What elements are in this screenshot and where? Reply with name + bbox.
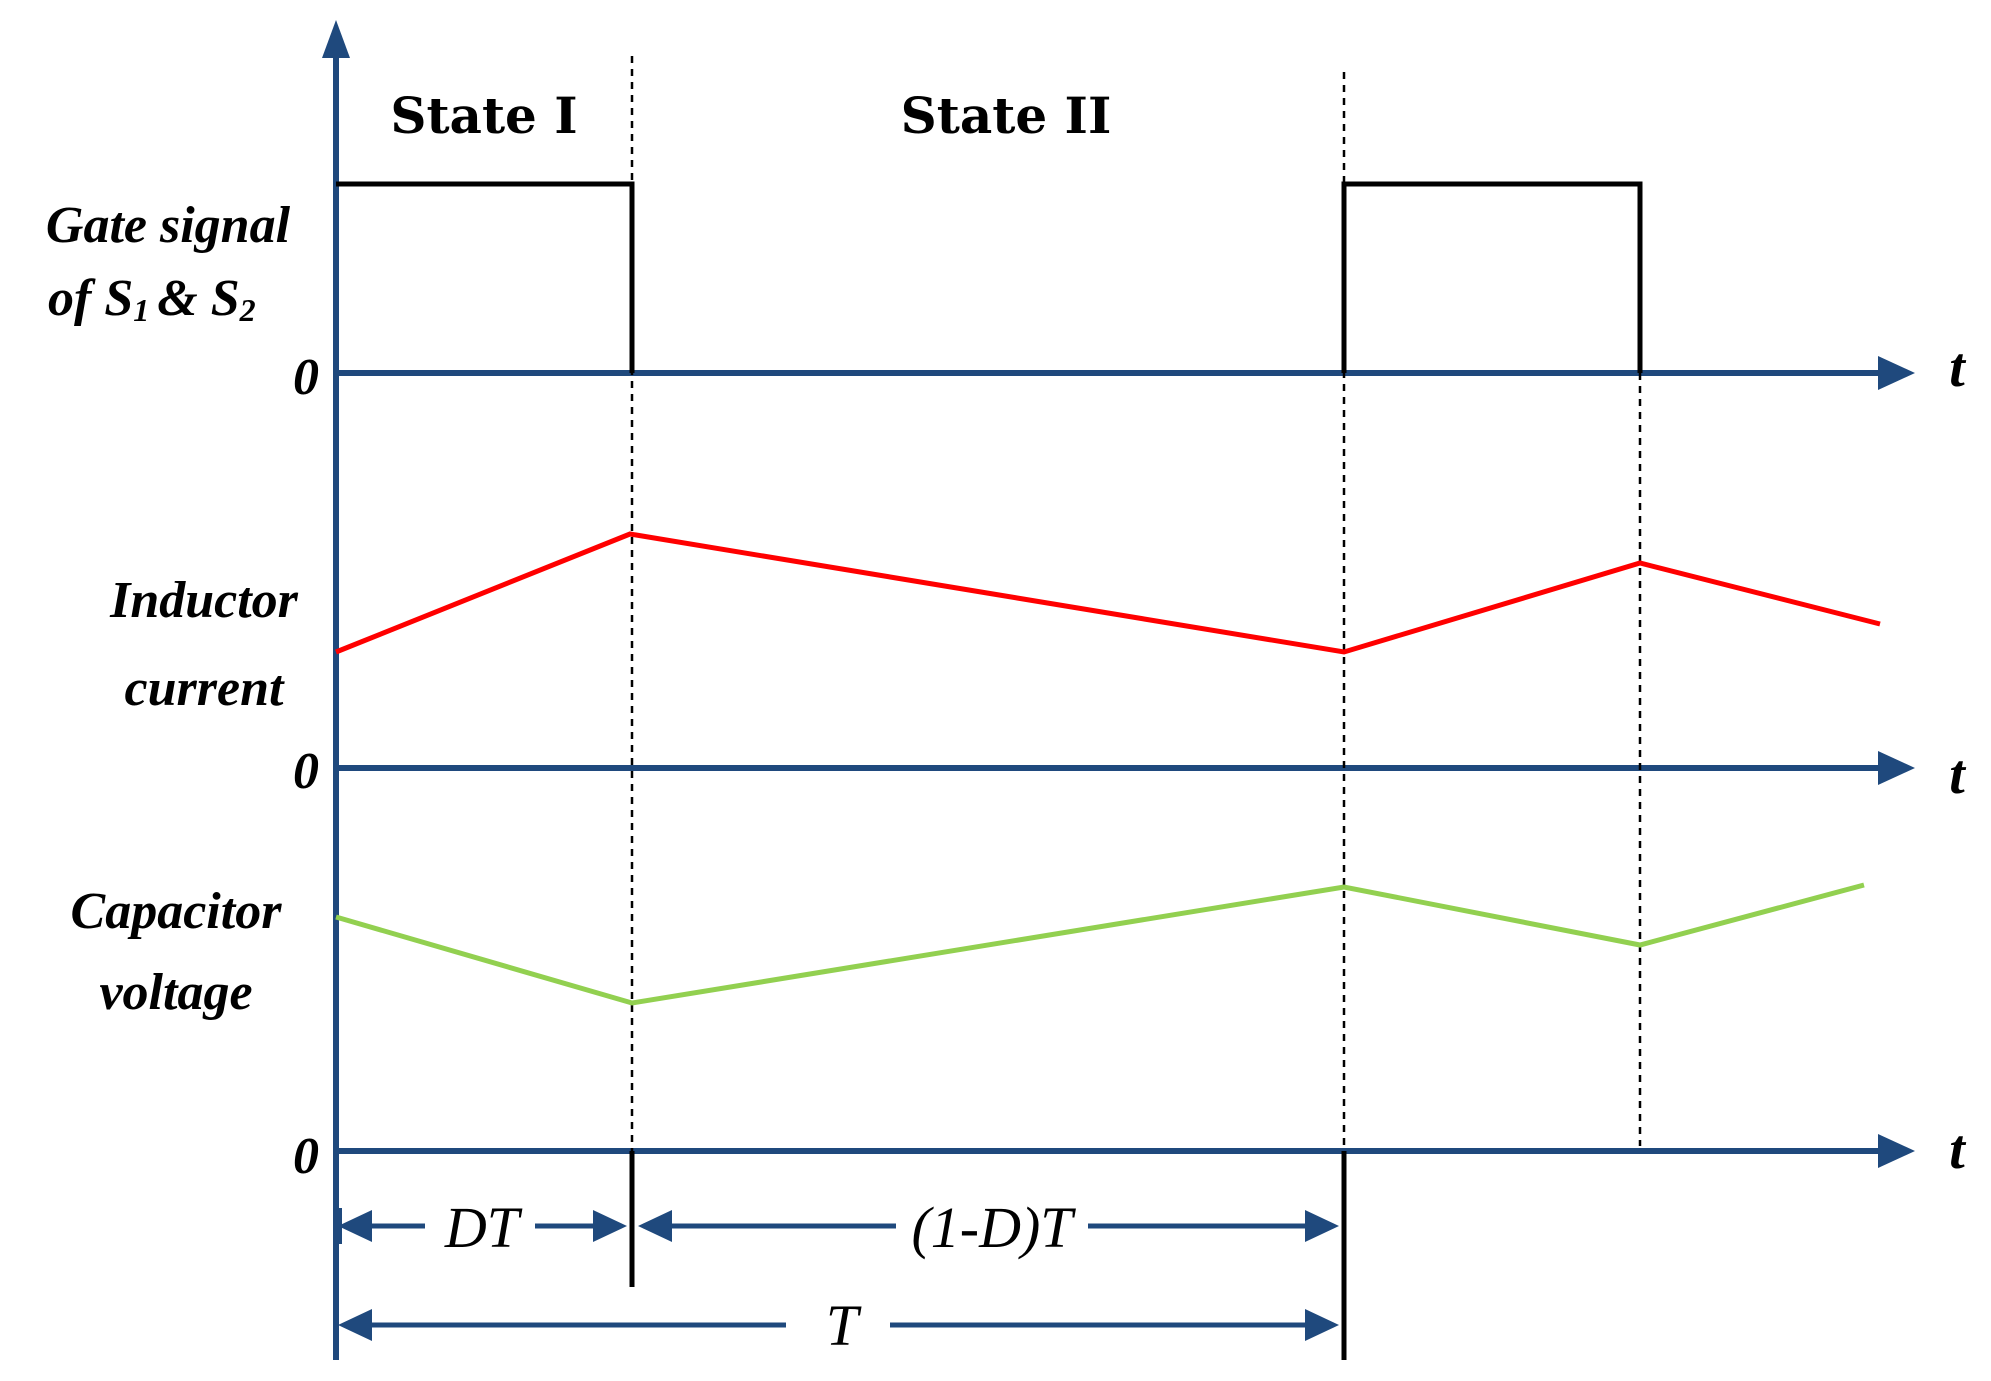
inductor-time-label: t — [1949, 744, 1966, 806]
state-1-label: State I — [390, 86, 577, 145]
one-minus-d-t-dimension-arrow — [638, 1210, 1339, 1242]
capacitor-time-axis — [336, 1134, 1915, 1168]
gate-zero-label: 0 — [293, 349, 319, 406]
gate-label-subscript-2: 2 — [239, 292, 256, 328]
dt-dimension-label: DT — [444, 1195, 523, 1260]
inductor-current-label-line2: current — [125, 660, 285, 717]
gate-signal-waveform-second-pulse — [1341, 181, 1643, 373]
inductor-current-label-line1: Inductor — [109, 572, 299, 629]
one-minus-d-t-dimension-label: (1-D)T — [911, 1195, 1076, 1260]
gate-label-ampersand: & S — [157, 270, 239, 327]
period-dimension-label: T — [826, 1293, 862, 1358]
capacitor-voltage-label-line1: Capacitor — [71, 883, 283, 940]
period-dimension-arrow — [338, 1309, 1339, 1341]
gate-time-axis — [336, 356, 1915, 390]
capacitor-time-label: t — [1949, 1119, 1966, 1181]
gate-time-label: t — [1949, 337, 1966, 399]
capacitor-voltage-waveform — [335, 882, 1865, 1006]
inductor-current-waveform — [335, 531, 1881, 655]
gate-label-prefix: of S — [48, 270, 133, 327]
inductor-time-axis — [336, 751, 1915, 785]
vertical-axis-arrowhead — [322, 20, 350, 58]
dt-dimension-arrow — [338, 1208, 627, 1244]
gate-label-subscript-1: 1 — [133, 292, 149, 328]
inductor-zero-label: 0 — [293, 743, 319, 800]
capacitor-zero-label: 0 — [293, 1128, 319, 1185]
gate-signal-label-line1: Gate signal — [46, 197, 291, 254]
gate-signal-waveform — [336, 181, 635, 373]
state-2-label: State II — [901, 86, 1112, 145]
capacitor-voltage-label-line2: voltage — [99, 964, 252, 1021]
gate-signal-label-line2: of S1 & S2 — [48, 270, 256, 328]
